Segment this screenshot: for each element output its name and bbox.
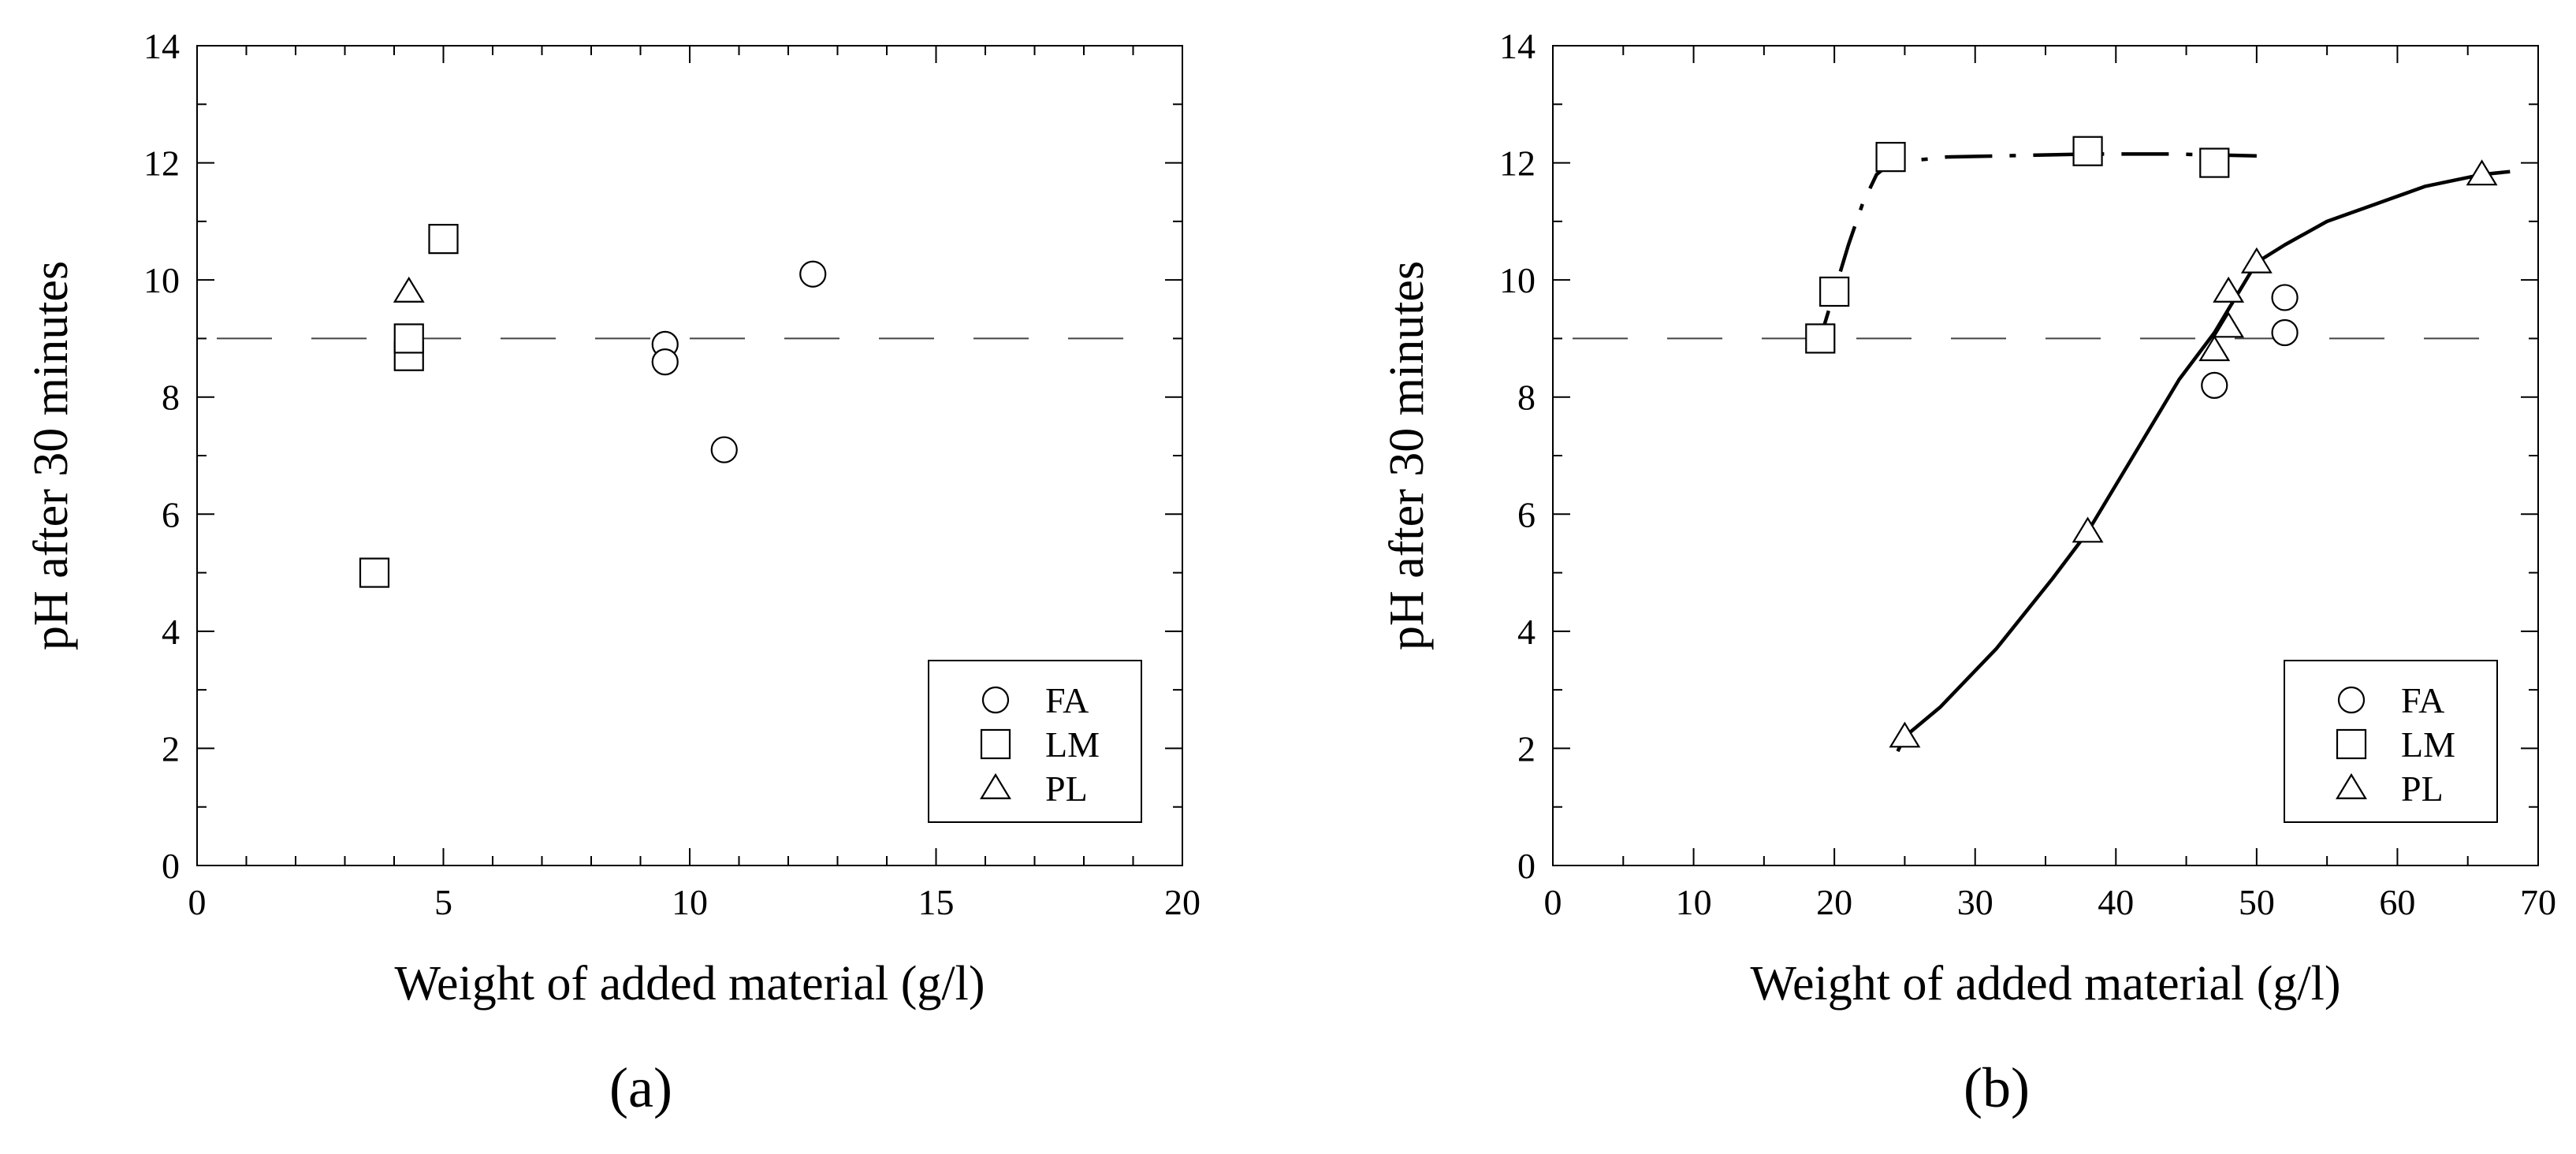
point-lm	[1805, 323, 1836, 354]
y-tick-label: 6	[1517, 494, 1536, 534]
y-tick-label: 14	[1499, 26, 1536, 66]
fit-curve-lm	[1804, 152, 2257, 352]
point-lm	[1875, 142, 1906, 173]
x-tick-label: 60	[2379, 882, 2415, 922]
x-tick-label: 30	[1957, 882, 1993, 922]
x-axis-title: Weight of added material (g/l)	[1750, 957, 2340, 1011]
legend-box	[928, 660, 1142, 823]
y-tick-label: 6	[162, 494, 180, 534]
x-tick-label: 10	[672, 882, 708, 922]
legend-marker-lm	[980, 728, 1011, 760]
y-tick-label: 0	[162, 846, 180, 886]
legend-marker-pl	[980, 772, 1011, 799]
y-tick-label: 2	[1517, 728, 1536, 769]
panel-label: (a)	[609, 1056, 672, 1119]
point-fa	[651, 348, 679, 376]
legend-label-lm: LM	[1045, 724, 1100, 765]
legend-marker-pl	[2336, 772, 2367, 799]
y-tick-label: 2	[162, 728, 180, 769]
point-lm	[1819, 276, 1850, 307]
point-pl	[393, 276, 425, 303]
x-tick-label: 20	[1816, 882, 1852, 922]
chart-panel-a: (a) 0 5 10 15 20 0 2 4 6 8 10 12 14 Weight of added m…	[24, 26, 1201, 1119]
point-lm	[428, 224, 459, 255]
x-tick-label: 40	[2098, 882, 2134, 922]
x-tick-label: 5	[434, 882, 452, 922]
y-axis-title: pH after 30 minutes	[1380, 261, 1434, 650]
point-pl	[1889, 721, 1921, 748]
x-tick-label: 0	[1544, 882, 1562, 922]
point-fa	[799, 260, 827, 288]
y-tick-label: 12	[1499, 143, 1536, 184]
y-tick-label: 4	[162, 612, 180, 652]
legend-label-lm: LM	[2401, 724, 2455, 765]
point-pl	[2466, 159, 2498, 186]
x-tick-label: 10	[1676, 882, 1712, 922]
point-fa	[2271, 318, 2299, 347]
point-pl	[2240, 247, 2273, 274]
x-tick-label: 70	[2520, 882, 2556, 922]
y-tick-label: 8	[162, 378, 180, 418]
point-pl	[2213, 311, 2245, 338]
x-tick-label: 20	[1164, 882, 1201, 922]
point-pl	[2198, 335, 2231, 362]
y-tick-label: 12	[143, 143, 180, 184]
y-tick-label: 10	[143, 260, 180, 300]
legend-marker-lm	[2336, 728, 2367, 760]
legend-label-pl: PL	[1045, 769, 1088, 809]
x-tick-label: 0	[188, 882, 207, 922]
legend-box	[2284, 660, 2498, 823]
point-pl	[2072, 516, 2104, 543]
y-tick-label: 14	[143, 26, 180, 66]
y-tick-label: 4	[1517, 612, 1536, 652]
point-pl	[2213, 276, 2245, 303]
point-lm	[2072, 136, 2103, 166]
plot-area	[1573, 136, 2518, 753]
x-tick-label: 15	[918, 882, 955, 922]
y-tick-label: 10	[1499, 260, 1536, 300]
point-fa	[2271, 284, 2299, 311]
plot-area	[217, 224, 1163, 588]
legend-label-fa: FA	[2401, 680, 2444, 720]
legend-marker-fa	[981, 686, 1010, 714]
panel-label: (b)	[1964, 1056, 2030, 1119]
legend-label-pl: PL	[2401, 769, 2444, 809]
chart-panel-b: (b) 0 10 20 30 40 50 60 70 0 2 4 6 8 10 12 14 Weight of …	[1380, 26, 2556, 1119]
legend-marker-fa	[2337, 686, 2366, 714]
fit-curve-pl	[1896, 169, 2511, 753]
point-lm	[359, 557, 390, 588]
x-axis-title: Weight of added material (g/l)	[394, 957, 985, 1011]
y-axis-title: pH after 30 minutes	[24, 261, 78, 650]
y-tick-label: 0	[1517, 846, 1536, 886]
point-lm	[2199, 147, 2230, 178]
legend-label-fa: FA	[1045, 680, 1089, 720]
point-fa	[710, 436, 738, 463]
point-lm	[393, 323, 424, 354]
x-tick-label: 50	[2239, 882, 2275, 922]
point-fa	[2201, 371, 2228, 399]
y-tick-label: 8	[1517, 378, 1536, 418]
